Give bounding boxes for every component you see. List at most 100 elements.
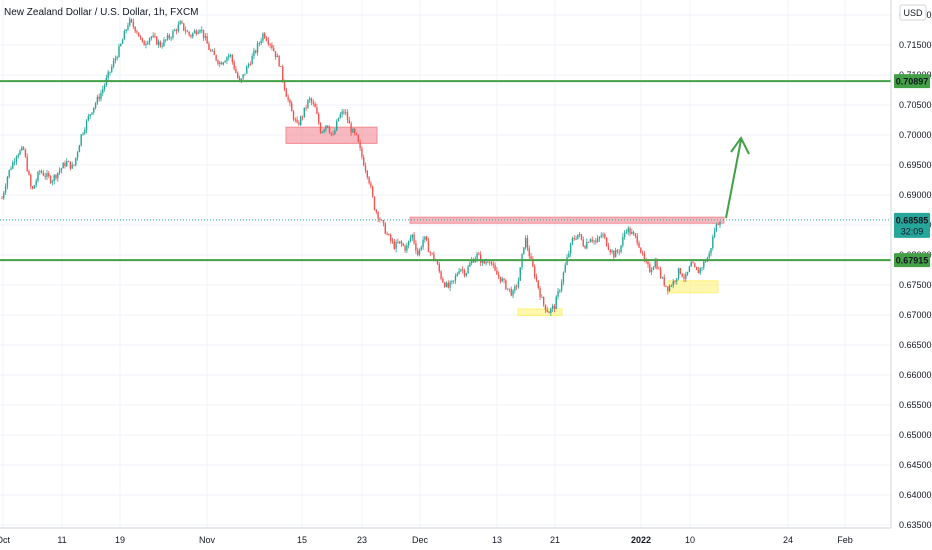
- candle-body: [175, 29, 178, 32]
- candle-body: [400, 241, 403, 244]
- candle-body: [620, 245, 622, 252]
- candle-body: [686, 271, 689, 275]
- candle-body: [55, 175, 57, 179]
- candle-body: [695, 266, 698, 271]
- candle-body: [622, 236, 624, 246]
- candle-body: [436, 260, 439, 265]
- candle-body: [109, 71, 111, 73]
- candle-body: [319, 123, 322, 133]
- candle-body: [62, 163, 64, 169]
- candle-body: [3, 192, 5, 199]
- x-tick-label: Feb: [837, 535, 853, 545]
- candle-body: [170, 37, 172, 39]
- time-scale-bg[interactable]: [0, 528, 932, 550]
- candle-body: [188, 31, 190, 36]
- candle-body: [557, 291, 559, 297]
- candle-body: [130, 19, 133, 22]
- candle-body: [334, 130, 336, 135]
- candle-body: [10, 168, 12, 170]
- candle-body: [506, 288, 509, 290]
- candle-body: [12, 162, 14, 169]
- candle-body: [33, 185, 36, 189]
- candle-body: [325, 125, 327, 130]
- candle-body: [379, 218, 381, 220]
- candle-body: [685, 274, 687, 279]
- candle-body: [165, 39, 167, 41]
- candle-body: [67, 161, 70, 163]
- candle-body: [346, 112, 349, 121]
- current-price-label: 0.68585: [896, 215, 929, 225]
- candle-body: [407, 240, 410, 246]
- time-scale[interactable]: Oct 11 19 Nov 15 23 Dec 13 21 2022 10 24 Feb: [0, 535, 853, 545]
- candle-body: [242, 74, 244, 79]
- candle-body: [44, 175, 46, 177]
- candle-body: [291, 103, 293, 112]
- candle-body: [589, 239, 592, 243]
- candle-body: [598, 237, 601, 239]
- candle-body: [251, 55, 253, 65]
- candle-body: [42, 172, 45, 176]
- horizontal-levels[interactable]: [0, 80, 891, 262]
- candle-body: [145, 43, 147, 46]
- candle-body: [713, 231, 716, 237]
- candle-body: [461, 269, 464, 271]
- candle-body: [391, 240, 394, 242]
- candle-body: [647, 261, 649, 265]
- candle-body: [199, 30, 201, 33]
- candle-body: [384, 223, 386, 234]
- candle-body: [184, 30, 187, 32]
- candle-body: [138, 32, 140, 37]
- candle-body: [125, 29, 127, 32]
- candle-body: [66, 161, 68, 167]
- candle-body: [78, 145, 81, 153]
- candle-body: [467, 266, 469, 274]
- level-label: 0.70897: [896, 77, 929, 87]
- currency-button[interactable]: [899, 4, 927, 21]
- candle-body: [609, 249, 611, 253]
- candle-body: [478, 253, 480, 255]
- candle-body: [154, 35, 156, 37]
- candle-body: [159, 41, 162, 47]
- candle-body: [517, 280, 520, 287]
- candle-body: [406, 245, 408, 251]
- candle-body: [362, 157, 365, 166]
- y-tick-label: 0.71500: [899, 40, 932, 50]
- candle-body: [411, 234, 413, 238]
- candle-body: [659, 268, 662, 278]
- candle-body: [352, 129, 354, 133]
- candle-body: [595, 240, 597, 242]
- candle-body: [445, 282, 448, 287]
- candle-body: [535, 276, 538, 281]
- candle-body: [13, 161, 16, 163]
- candle-body: [544, 304, 547, 310]
- candle-body: [658, 268, 660, 270]
- x-tick-label: 21: [550, 535, 560, 545]
- candle-body: [249, 64, 252, 66]
- candle-body: [553, 305, 556, 310]
- x-tick-label: 2022: [631, 535, 651, 545]
- candle-body: [116, 57, 118, 59]
- candle-body: [573, 238, 575, 240]
- candle-body: [193, 30, 196, 34]
- candle-body: [71, 164, 73, 169]
- candle-body: [148, 38, 151, 43]
- x-tick-label: 13: [492, 535, 502, 545]
- candle-body: [267, 40, 270, 44]
- candle-body: [177, 24, 180, 32]
- candle-body: [323, 129, 325, 132]
- candle-body: [422, 239, 424, 248]
- candle-body: [294, 119, 297, 121]
- candle-body: [15, 156, 18, 162]
- x-tick-label: 24: [783, 535, 793, 545]
- candle-body: [183, 23, 185, 31]
- candle-body: [107, 72, 109, 78]
- candle-body: [292, 111, 295, 120]
- candle-body: [668, 285, 671, 292]
- candle-body: [510, 288, 512, 296]
- candle-body: [103, 85, 106, 90]
- candle-body: [623, 232, 626, 237]
- candle-body: [490, 262, 493, 264]
- candle-body: [665, 285, 667, 287]
- candle-body: [226, 57, 228, 62]
